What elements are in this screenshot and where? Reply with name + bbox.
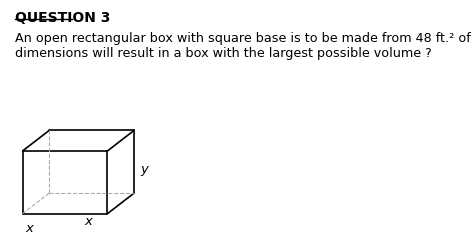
Text: dimensions will result in a box with the largest possible volume ?: dimensions will result in a box with the…	[15, 47, 431, 60]
Text: An open rectangular box with square base is to be made from 48 ft.² of material.: An open rectangular box with square base…	[15, 31, 474, 45]
Text: x: x	[84, 215, 92, 228]
Text: QUESTION 3: QUESTION 3	[15, 11, 110, 25]
Text: x: x	[25, 222, 33, 235]
Text: y: y	[141, 163, 148, 176]
